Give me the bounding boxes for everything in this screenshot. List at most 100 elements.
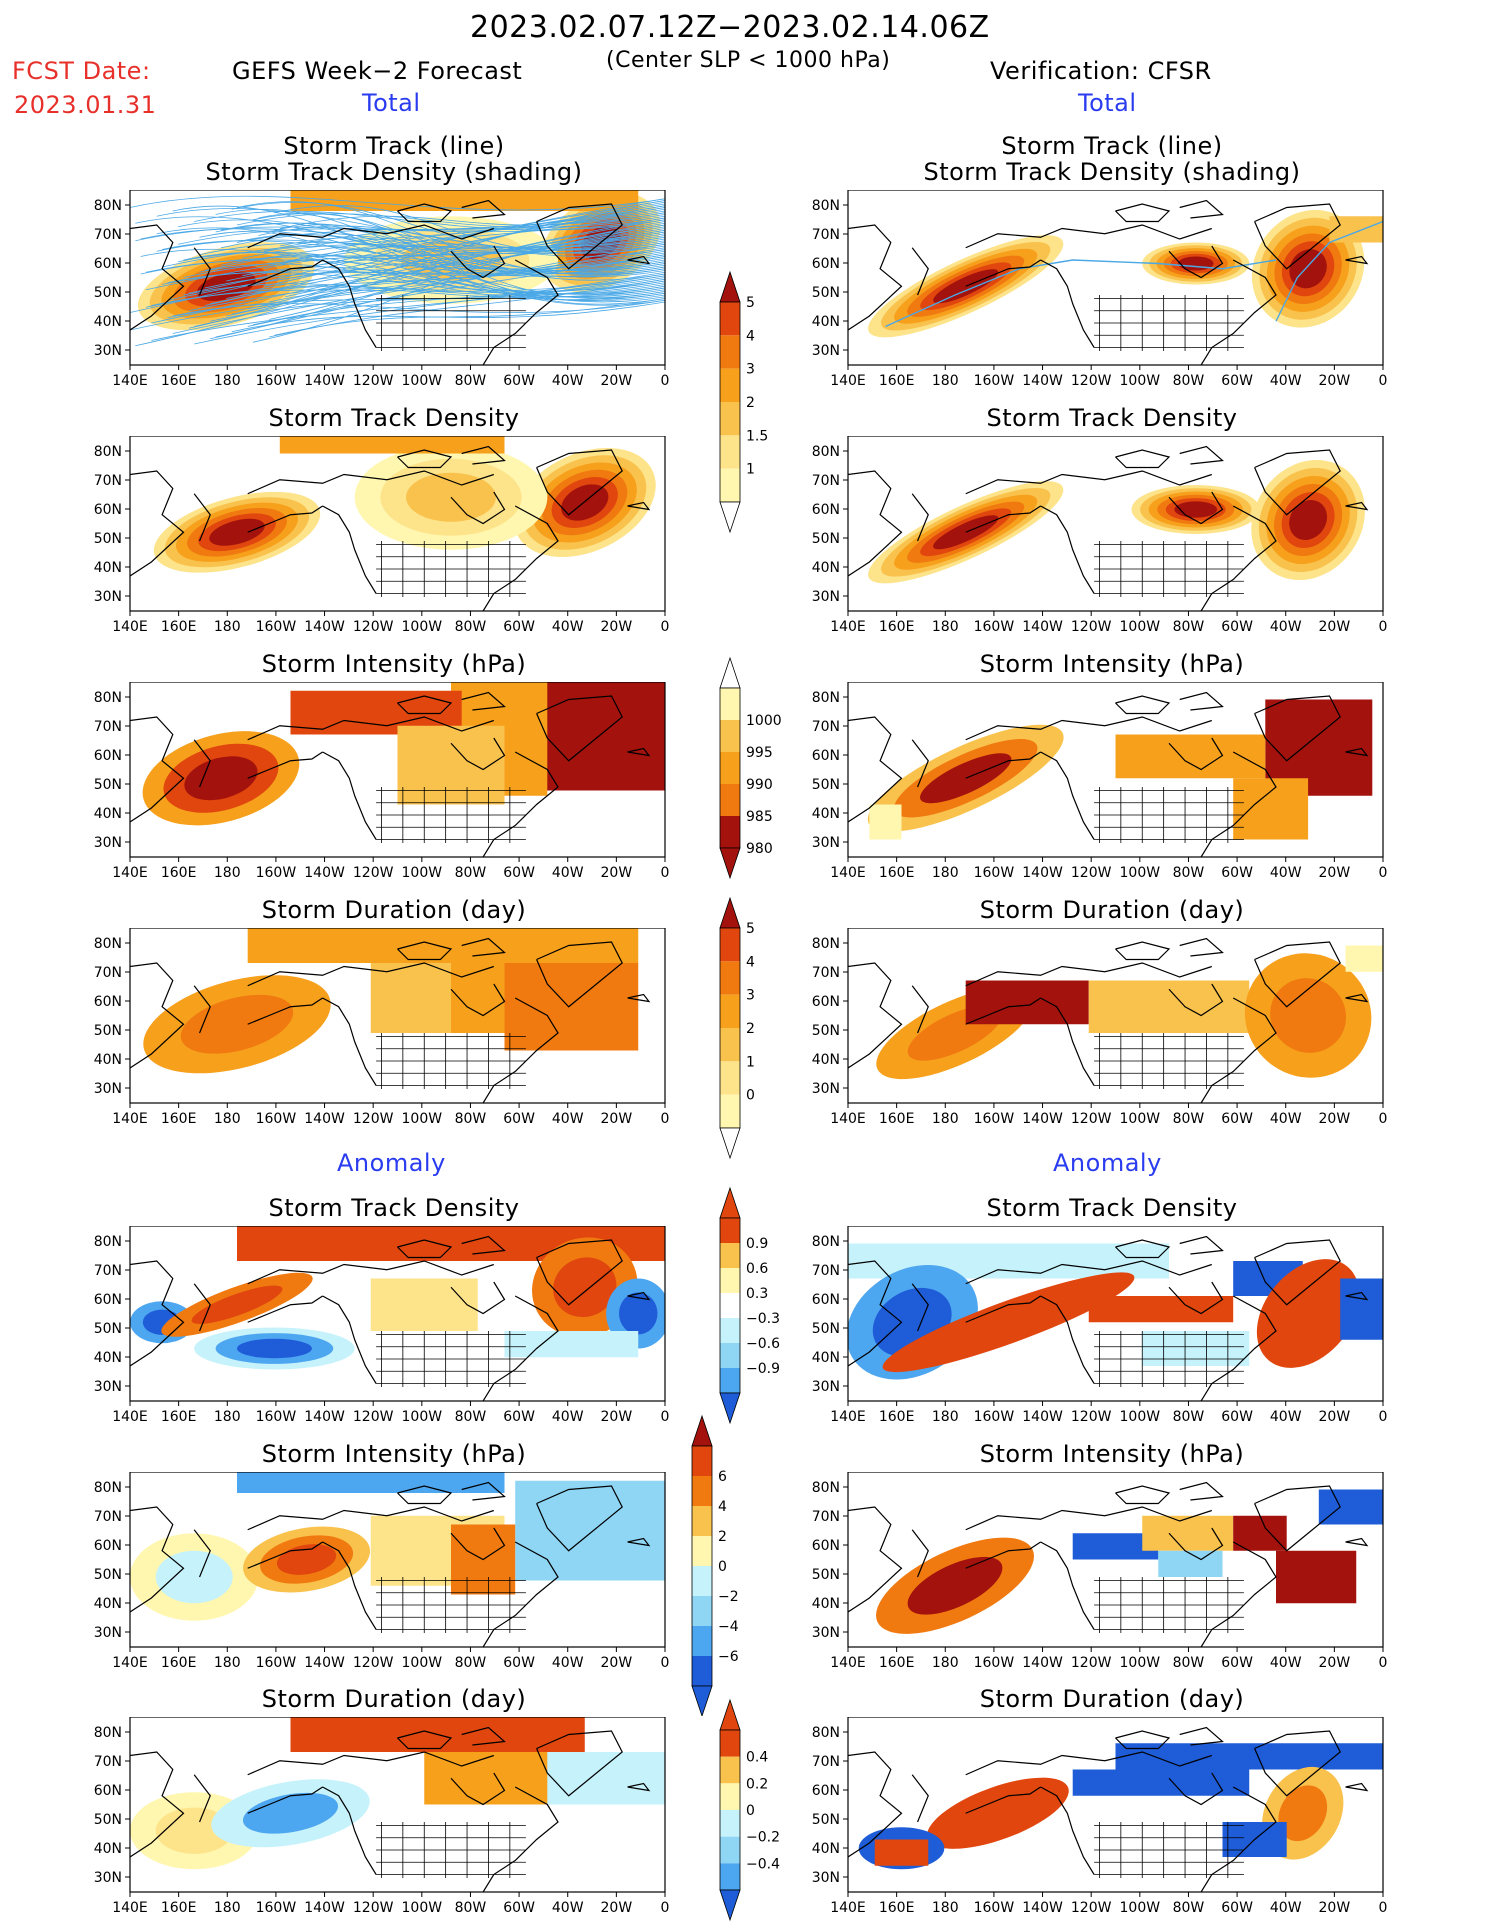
lat-tick-label: 80N — [94, 1725, 122, 1741]
lat-tick-label: 50N — [812, 1812, 840, 1828]
colorbar-total-density: 1 1.5 2 3 4 5 — [719, 270, 768, 534]
lat-tick-label: 30N — [94, 1870, 122, 1886]
lon-tick-label: 140W — [1022, 373, 1063, 389]
lon-tick-label: 0 — [661, 1900, 670, 1916]
lon-tick-label: 80W — [455, 619, 487, 635]
lat-tick-label: 30N — [94, 1625, 122, 1641]
lat-tick-label: 30N — [812, 589, 840, 605]
lon-tick-label: 40W — [552, 1655, 584, 1671]
lon-tick-label: 140W — [304, 1900, 345, 1916]
colorbar-swatch — [720, 1028, 740, 1062]
lon-tick-label: 160E — [161, 1655, 197, 1671]
colorbar-anomaly-intensity: −6 −4 −2 0 2 4 6 — [691, 1414, 739, 1716]
lon-tick-label: 0 — [661, 619, 670, 635]
lon-tick-label: 80W — [1173, 1900, 1205, 1916]
lon-tick-label: 160E — [879, 619, 915, 635]
lon-tick-label: 100W — [402, 373, 443, 389]
lat-tick-label: 80N — [812, 936, 840, 952]
lat-tick-label: 80N — [812, 1480, 840, 1496]
lon-tick-label: 120W — [353, 1409, 394, 1425]
fcst-date-value: 2023.01.31 — [14, 91, 157, 119]
lat-tick-label: 40N — [812, 1350, 840, 1366]
colorbar-label: 0.2 — [746, 1776, 768, 1792]
colorbar-swatch — [692, 1476, 712, 1506]
lon-tick-label: 140E — [112, 865, 148, 881]
lon-tick-label: 180 — [214, 1409, 241, 1425]
colorbar-swatch — [692, 1626, 712, 1656]
colorbar-label: −0.6 — [746, 1336, 780, 1352]
lat-tick-label: 40N — [94, 1596, 122, 1612]
lat-tick-label: 40N — [812, 1052, 840, 1068]
lat-tick-label: 70N — [94, 719, 122, 735]
map-verification-intensity-total: 140E 160E 180 160W 140W 120W 100W 80W 60W 40W 20W 0… — [812, 682, 1387, 881]
lon-tick-label: 140E — [830, 1900, 866, 1916]
colorbar-label: 3 — [746, 362, 755, 378]
lat-tick-label: 80N — [812, 690, 840, 706]
map-verification-density-anomaly: 140E 160E 180 160W 140W 120W 100W 80W 60W 40W 20W 0… — [812, 1226, 1387, 1425]
lon-tick-label: 160E — [161, 619, 197, 635]
colorbar-swatch — [692, 1656, 712, 1686]
colorbar-total-intensity: 980 985 990 995 1000 — [719, 656, 782, 880]
slp-criterion: (Center SLP < 1000 hPa) — [606, 48, 891, 73]
lon-tick-label: 40W — [552, 1900, 584, 1916]
colorbar-label: 3 — [746, 988, 755, 1004]
map-verification-duration-total: 140E 160E 180 160W 140W 120W 100W 80W 60W 40W 20W 0… — [812, 928, 1387, 1127]
lat-tick-label: 80N — [94, 444, 122, 460]
lat-tick-label: 40N — [94, 1052, 122, 1068]
lon-tick-label: 160W — [974, 619, 1015, 635]
lat-tick-label: 70N — [94, 1509, 122, 1525]
colorbar-label: 4 — [746, 954, 755, 970]
lon-tick-label: 120W — [1071, 1111, 1112, 1127]
lat-tick-label: 30N — [812, 1081, 840, 1097]
total-label-left: Total — [362, 89, 421, 117]
lat-tick-label: 70N — [94, 1754, 122, 1770]
lon-tick-label: 40W — [552, 373, 584, 389]
lat-tick-label: 80N — [812, 198, 840, 214]
lat-tick-label: 70N — [94, 227, 122, 243]
lon-tick-label: 60W — [1221, 1409, 1253, 1425]
colorbar-label: 5 — [746, 295, 755, 311]
map-forecast-density-anomaly: 140E 160E 180 160W 140W 120W 100W 80W 60W 40W 20W 0… — [94, 1226, 669, 1425]
lon-tick-label: 60W — [1221, 865, 1253, 881]
anomaly-label-right: Anomaly — [1053, 1149, 1162, 1177]
colorbar-label: 2 — [718, 1529, 727, 1545]
lon-tick-label: 120W — [353, 373, 394, 389]
lon-tick-label: 60W — [503, 373, 535, 389]
lat-tick-label: 60N — [94, 994, 122, 1010]
lat-tick-label: 40N — [812, 806, 840, 822]
lon-tick-label: 140E — [830, 865, 866, 881]
colorbar-anomaly-duration: −0.4 −0.2 0 0.2 0.4 — [719, 1698, 780, 1922]
lon-tick-label: 140E — [830, 1111, 866, 1127]
lat-tick-label: 30N — [812, 1870, 840, 1886]
lon-tick-label: 180 — [214, 1655, 241, 1671]
anomaly-label-left: Anomaly — [337, 1149, 446, 1177]
lat-tick-label: 40N — [94, 314, 122, 330]
lon-tick-label: 20W — [601, 373, 633, 389]
lon-tick-label: 180 — [214, 1900, 241, 1916]
lon-tick-label: 20W — [1319, 1409, 1351, 1425]
lon-tick-label: 20W — [1319, 1900, 1351, 1916]
lon-tick-label: 100W — [402, 1900, 443, 1916]
lon-tick-label: 140W — [1022, 619, 1063, 635]
panel-title: Storm Duration (day) — [261, 896, 527, 924]
colorbar-swatch — [692, 1566, 712, 1596]
lon-tick-label: 180 — [214, 619, 241, 635]
colorbar-label: 1000 — [746, 713, 782, 729]
lon-tick-label: 160E — [161, 1409, 197, 1425]
lat-tick-label: 70N — [812, 1509, 840, 1525]
lat-tick-label: 30N — [812, 1379, 840, 1395]
lon-tick-label: 180 — [214, 1111, 241, 1127]
colorbar-swatch — [720, 928, 740, 962]
lon-tick-label: 180 — [932, 1111, 959, 1127]
colorbar-label: 0 — [746, 1803, 755, 1819]
lon-tick-label: 20W — [601, 619, 633, 635]
lon-tick-label: 60W — [503, 1111, 535, 1127]
lat-tick-label: 30N — [94, 835, 122, 851]
colorbar-label: 2 — [746, 1021, 755, 1037]
lon-tick-label: 120W — [1071, 373, 1112, 389]
lon-tick-label: 140E — [112, 1111, 148, 1127]
lon-tick-label: 160W — [256, 1655, 297, 1671]
lon-tick-label: 40W — [1270, 619, 1302, 635]
lon-tick-label: 180 — [214, 865, 241, 881]
lon-tick-label: 40W — [1270, 373, 1302, 389]
